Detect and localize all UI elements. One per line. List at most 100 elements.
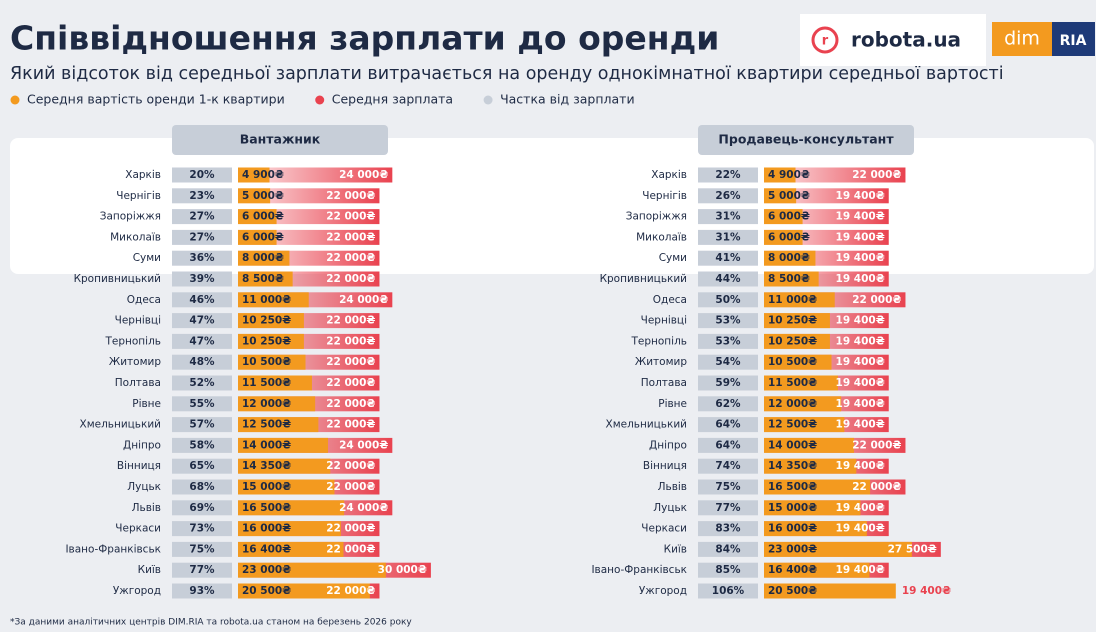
- share-label: 84%: [715, 543, 741, 555]
- rent-label: 20 500₴: [768, 585, 817, 597]
- salary-label: 22 000₴: [326, 543, 375, 555]
- share-box: [698, 396, 758, 412]
- city-label: Суми: [133, 252, 161, 264]
- rent-label: 11 500₴: [768, 377, 817, 389]
- share-label: 64%: [715, 419, 741, 431]
- salary-label: 22 000₴: [326, 523, 375, 535]
- share-box: [172, 375, 232, 391]
- city-label: Полтава: [641, 377, 687, 389]
- share-label: 68%: [189, 481, 215, 493]
- share-box: [698, 458, 758, 474]
- city-label: Вінниця: [643, 460, 687, 472]
- salary-label: 22 000₴: [326, 419, 375, 431]
- share-label: 50%: [715, 294, 741, 306]
- rent-label: 11 000₴: [242, 294, 291, 306]
- rent-label: 16 000₴: [242, 523, 291, 535]
- rent-bar: [764, 562, 870, 578]
- share-label: 83%: [715, 523, 741, 535]
- share-label: 73%: [189, 523, 215, 535]
- share-box: [698, 167, 758, 183]
- share-label: 64%: [715, 439, 741, 451]
- share-box: [172, 250, 232, 266]
- panel-tab: [698, 125, 914, 155]
- salary-label: 24 000₴: [339, 439, 388, 451]
- rent-bar: [764, 583, 896, 599]
- rent-bar: [764, 188, 797, 204]
- rent-label: 14 350₴: [242, 460, 291, 472]
- city-label: Ужгород: [113, 585, 161, 597]
- salary-label: 19 400₴: [836, 460, 885, 472]
- rent-bar: [764, 396, 842, 412]
- rent-bar: [764, 354, 832, 370]
- salary-label: 19 400₴: [836, 273, 885, 285]
- salary-label: 22 000₴: [326, 356, 375, 368]
- salary-label: 22 000₴: [326, 190, 375, 202]
- rent-label: 6 000₴: [242, 231, 284, 243]
- rent-label: 16 500₴: [242, 502, 291, 514]
- salary-label: 22 000₴: [326, 315, 375, 327]
- rent-label: 10 250₴: [242, 335, 291, 347]
- city-label: Одеса: [127, 294, 161, 306]
- rent-label: 4 900₴: [242, 169, 284, 181]
- share-label: 58%: [189, 439, 215, 451]
- rent-label: 8 000₴: [242, 252, 284, 264]
- rent-label: 5 000₴: [242, 190, 284, 202]
- salary-label: 24 000₴: [339, 169, 388, 181]
- rent-label: 8 500₴: [768, 273, 810, 285]
- rent-label: 20 500₴: [242, 585, 291, 597]
- salary-label: 19 400₴: [836, 356, 885, 368]
- share-box: [172, 437, 232, 453]
- city-label: Запоріжжя: [626, 211, 687, 223]
- city-label: Кропивницький: [600, 273, 687, 285]
- rent-label: 16 400₴: [768, 564, 817, 576]
- city-label: Миколаїв: [636, 231, 687, 243]
- logo-dim-box: [992, 22, 1052, 56]
- rent-label: 8 500₴: [242, 273, 284, 285]
- rent-bar: [764, 250, 816, 266]
- city-label: Львів: [658, 481, 687, 493]
- share-label: 47%: [189, 315, 215, 327]
- salary-label: 30 000₴: [378, 564, 427, 576]
- rent-bar: [764, 167, 796, 183]
- rent-label: 10 250₴: [768, 315, 817, 327]
- rent-bar: [238, 458, 331, 474]
- rent-label: 14 000₴: [768, 439, 817, 451]
- city-label: Миколаїв: [110, 231, 161, 243]
- salary-label: 19 400₴: [836, 315, 885, 327]
- share-label: 23%: [189, 190, 215, 202]
- share-label: 52%: [189, 377, 215, 389]
- city-label: Суми: [659, 252, 687, 264]
- salary-label: 27 500₴: [888, 543, 937, 555]
- share-label: 106%: [712, 585, 745, 597]
- logo-ria: RIA: [1060, 33, 1087, 49]
- salary-label: 22 000₴: [326, 585, 375, 597]
- share-box: [172, 417, 232, 433]
- logo-dim: dim: [1004, 28, 1040, 50]
- share-label: 75%: [715, 481, 741, 493]
- rent-label: 10 500₴: [242, 356, 291, 368]
- city-label: Кропивницький: [74, 273, 161, 285]
- share-box: [698, 562, 758, 578]
- share-label: 36%: [189, 252, 215, 264]
- share-box: [172, 500, 232, 516]
- city-label: Харків: [125, 169, 161, 181]
- rent-label: 6 000₴: [242, 211, 284, 223]
- share-label: 53%: [715, 315, 741, 327]
- share-label: 77%: [189, 564, 215, 576]
- share-box: [172, 292, 232, 308]
- rent-bar: [764, 313, 830, 329]
- legend-dot: [10, 95, 20, 105]
- share-label: 69%: [189, 502, 215, 514]
- share-box: [698, 229, 758, 245]
- city-label: Івано-Франківськ: [591, 564, 687, 576]
- salary-bar: [238, 188, 380, 204]
- salary-label: 24 000₴: [339, 294, 388, 306]
- share-box: [698, 333, 758, 349]
- share-label: 41%: [715, 252, 741, 264]
- rent-bar: [238, 292, 309, 308]
- rent-label: 5 000₴: [768, 190, 810, 202]
- share-box: [172, 479, 232, 495]
- salary-label: 22 000₴: [326, 481, 375, 493]
- rent-label: 12 000₴: [242, 398, 291, 410]
